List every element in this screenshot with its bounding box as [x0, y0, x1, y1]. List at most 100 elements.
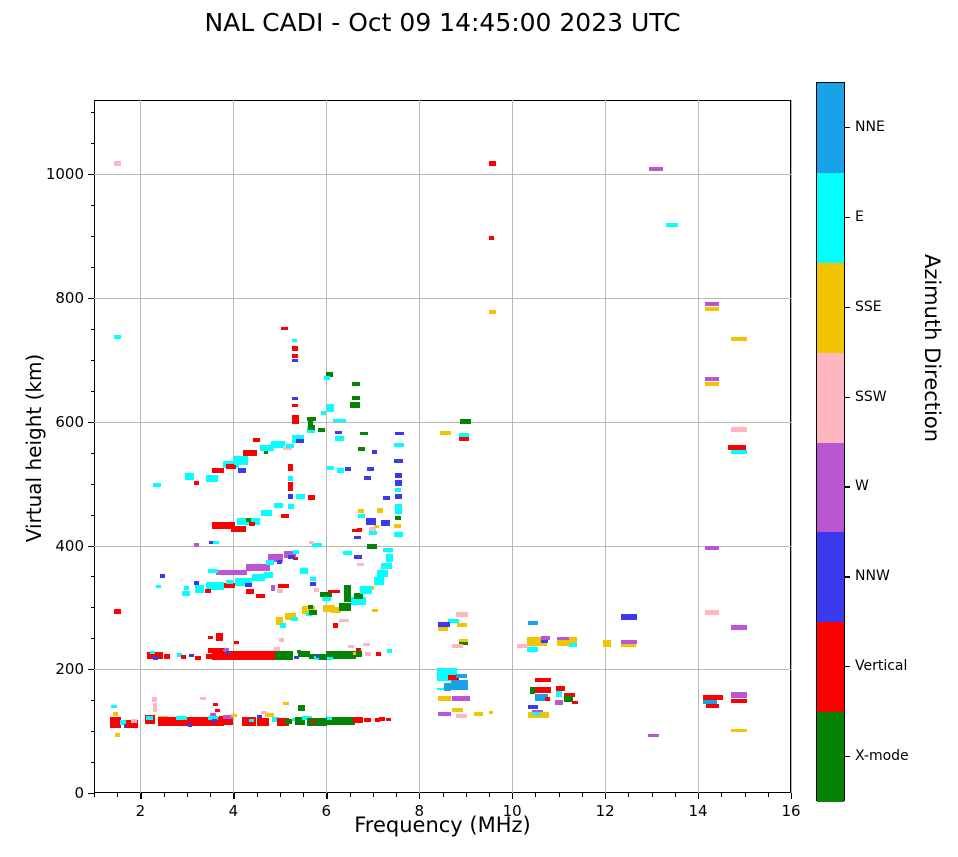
data-point [313, 656, 319, 660]
data-point [705, 377, 720, 382]
data-point [242, 450, 258, 457]
data-point [151, 697, 158, 703]
data-point [532, 712, 542, 716]
data-point [375, 717, 380, 722]
data-point [535, 677, 551, 682]
data-point [730, 698, 748, 703]
y-minor-tick [90, 731, 94, 733]
data-point [306, 717, 328, 727]
data-point [307, 495, 315, 501]
y-minor-tick [90, 359, 94, 361]
data-point [296, 438, 304, 443]
colorbar-tick [845, 486, 850, 488]
data-point [339, 418, 346, 423]
data-point [299, 567, 308, 574]
data-point [386, 648, 393, 653]
colorbar-tick [845, 306, 850, 308]
x-minor-tick [628, 793, 630, 797]
data-point [153, 483, 161, 488]
data-point [193, 481, 199, 485]
x-major-tick [233, 793, 235, 799]
x-tick-label: 2 [135, 802, 146, 820]
data-point [276, 717, 289, 727]
data-point [255, 593, 265, 598]
data-point [115, 733, 120, 738]
data-point [334, 430, 343, 435]
gridline [94, 421, 791, 423]
data-point [367, 543, 378, 549]
data-point [310, 718, 316, 723]
data-point [204, 588, 211, 593]
data-point [557, 637, 570, 641]
x-major-tick [419, 793, 421, 799]
x-minor-tick [163, 793, 165, 797]
gridline [512, 100, 514, 793]
data-point [307, 425, 315, 430]
data-point [351, 395, 361, 401]
colorbar-segment-e [817, 172, 844, 263]
data-point [333, 418, 340, 423]
data-point [357, 509, 365, 514]
y-minor-tick [90, 267, 94, 269]
data-point [380, 519, 390, 526]
data-point [261, 509, 273, 516]
data-point [342, 551, 353, 555]
data-point [456, 612, 468, 618]
data-point [246, 588, 255, 594]
colorbar-tick [845, 756, 850, 758]
data-point [385, 554, 393, 562]
x-tick-label: 8 [414, 802, 425, 820]
y-minor-tick [90, 483, 94, 485]
data-point [297, 649, 302, 654]
data-point [730, 729, 747, 732]
data-point [354, 650, 362, 657]
data-point [193, 581, 200, 586]
data-point [437, 627, 448, 632]
data-point [357, 513, 365, 518]
data-point [253, 437, 261, 442]
x-axis-label: Frequency (MHz) [354, 813, 531, 837]
data-point [535, 694, 549, 701]
gridline [698, 100, 700, 793]
data-point [730, 691, 748, 698]
data-point [298, 705, 306, 711]
data-point [214, 708, 220, 713]
data-point [369, 526, 377, 532]
gridline [94, 545, 791, 547]
data-point [554, 700, 563, 706]
x-major-tick [791, 793, 793, 799]
data-point [234, 456, 249, 466]
data-point [246, 518, 252, 522]
data-point [705, 302, 720, 307]
data-point [251, 574, 265, 582]
data-point [319, 653, 328, 660]
data-point [730, 426, 748, 432]
data-point [280, 513, 290, 518]
data-point [176, 653, 183, 657]
data-point [274, 647, 280, 651]
data-point [270, 584, 276, 591]
x-tick-label: 10 [502, 802, 522, 820]
data-point [292, 556, 298, 561]
data-point [383, 496, 391, 501]
data-point [393, 459, 403, 464]
data-point [288, 504, 294, 510]
data-point [306, 417, 316, 422]
data-point [261, 710, 267, 715]
data-point [278, 584, 289, 589]
data-point [259, 445, 274, 452]
data-point [187, 723, 193, 727]
gridline [94, 298, 791, 299]
data-point [437, 712, 452, 717]
x-minor-tick [721, 793, 723, 797]
data-point [274, 502, 284, 508]
data-point [222, 715, 233, 719]
x-minor-tick [488, 793, 490, 797]
data-point [307, 605, 314, 610]
data-point [393, 442, 404, 447]
data-point [292, 717, 298, 722]
x-tick-label: 16 [781, 802, 801, 820]
data-point [287, 494, 294, 500]
data-point [529, 686, 536, 695]
data-point [458, 639, 468, 643]
